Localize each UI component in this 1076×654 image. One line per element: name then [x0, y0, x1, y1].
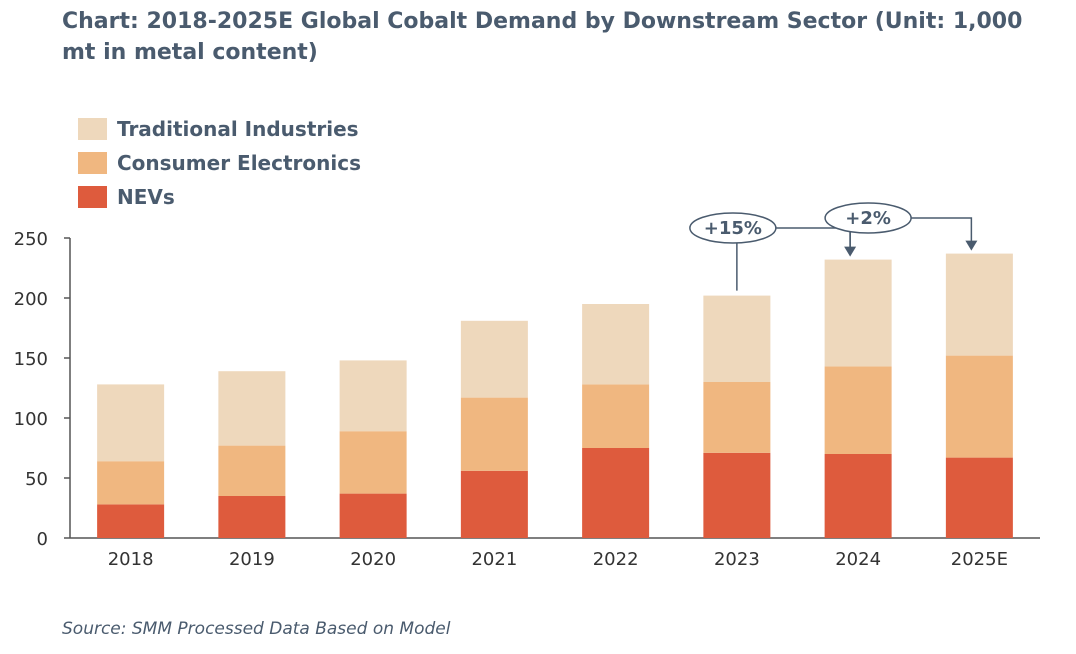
- y-tick-label: 250: [14, 229, 48, 250]
- bar-segment: [945, 253, 1013, 356]
- legend-item: NEVs: [78, 180, 361, 214]
- x-tick-label: 2019: [229, 549, 275, 570]
- bar-segment: [582, 384, 650, 448]
- growth-label: +15%: [704, 218, 762, 239]
- growth-label: +2%: [845, 208, 891, 229]
- legend-item: Consumer Electronics: [78, 146, 361, 180]
- bar-segment: [824, 454, 892, 538]
- bar-segment: [339, 360, 407, 432]
- x-tick-label: 2024: [835, 549, 881, 570]
- growth-label-oval: [824, 202, 912, 234]
- y-tick-label: 100: [14, 409, 48, 430]
- bar-segment: [460, 320, 528, 398]
- bar-segment: [824, 366, 892, 454]
- bar-segment: [703, 295, 771, 382]
- x-tick-label: 2025E: [951, 549, 1008, 570]
- y-tick-label: 150: [14, 349, 48, 370]
- legend-label: Traditional Industries: [117, 117, 359, 141]
- bar-segment: [339, 431, 407, 494]
- bar-segment: [460, 470, 528, 538]
- y-tick-label: 50: [25, 469, 48, 490]
- legend-swatch: [78, 118, 107, 140]
- x-tick-label: 2021: [471, 549, 517, 570]
- stacked-bar-chart: 0 50 100 150 200 250 2018 2019 2020 2021 2022 2023 2…: [14, 202, 1040, 570]
- bar-segment: [945, 355, 1013, 458]
- bar-segment: [218, 371, 286, 446]
- source-note: Source: SMM Processed Data Based on Mode…: [62, 619, 451, 639]
- legend-item: Traditional Industries: [78, 112, 361, 146]
- bar-segment: [218, 496, 286, 538]
- x-tick-label: 2018: [108, 549, 154, 570]
- bar-segment: [945, 457, 1013, 538]
- chart-title: Chart: 2018-2025E Global Cobalt Demand b…: [62, 9, 1023, 65]
- bar-segment: [339, 493, 407, 538]
- bar-segment: [824, 259, 892, 367]
- growth-label-oval: [689, 212, 777, 244]
- bar-segment: [582, 304, 650, 385]
- bar-segment: [460, 397, 528, 471]
- x-tick-label: 2022: [593, 549, 639, 570]
- legend: Traditional Industries Consumer Electroni…: [78, 112, 361, 214]
- bar-segment: [97, 504, 165, 538]
- x-tick-label: 2020: [350, 549, 396, 570]
- y-tick-label: 0: [37, 529, 48, 550]
- bar-segment: [703, 382, 771, 453]
- x-tick-label: 2023: [714, 549, 760, 570]
- growth-arrow-head: [965, 240, 978, 251]
- legend-swatch: [78, 186, 107, 208]
- legend-label: NEVs: [117, 185, 175, 209]
- legend-swatch: [78, 152, 107, 174]
- bar-segment: [97, 461, 165, 505]
- legend-label: Consumer Electronics: [117, 151, 361, 175]
- bar-segment: [582, 448, 650, 538]
- bar-segment: [703, 452, 771, 538]
- bar-segment: [218, 445, 286, 496]
- y-tick-label: 200: [14, 289, 48, 310]
- bar-segment: [97, 384, 165, 462]
